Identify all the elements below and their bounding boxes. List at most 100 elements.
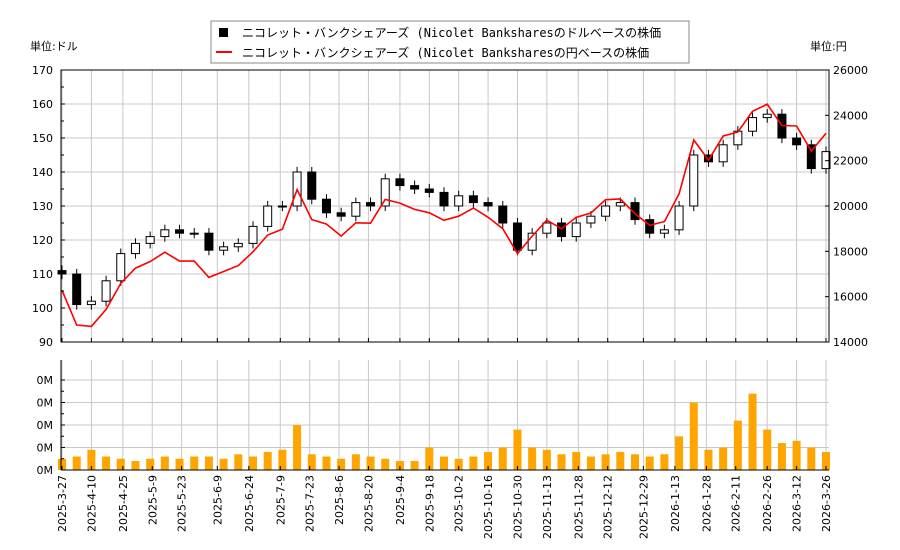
volume-bar xyxy=(102,456,111,470)
y-tick-label-right: 24000 xyxy=(833,109,868,122)
legend-jpy-label: ニコレット・バンクシェアーズ (Nicolet Banksharesの円ベースの… xyxy=(242,45,649,60)
left-unit-label: 単位:ドル xyxy=(30,39,78,53)
candle-body xyxy=(498,205,508,224)
volume-bar xyxy=(763,429,772,470)
volume-bar xyxy=(190,456,199,470)
candle-body xyxy=(336,212,346,217)
volume-bar xyxy=(87,449,96,470)
candle-body xyxy=(160,229,170,238)
x-tick-label: 2025-4-25 xyxy=(117,475,130,532)
jpy-price-line xyxy=(61,103,827,328)
x-tick-label: 2025-7-9 xyxy=(274,475,287,525)
candle-body xyxy=(659,229,669,234)
volume-bar xyxy=(395,461,404,470)
candlesticks xyxy=(57,109,831,310)
volume-tick-label: 0M xyxy=(37,442,54,455)
volume-bar xyxy=(660,454,669,470)
candle-body xyxy=(189,232,199,235)
legend-usd-marker xyxy=(219,28,228,37)
y-tick-label-right: 26000 xyxy=(833,64,868,77)
candle-body xyxy=(703,154,713,163)
candle-body xyxy=(321,198,331,214)
volume-tick-label: 0M xyxy=(37,464,54,477)
volume-bar xyxy=(586,456,595,470)
y-tick-label-left: 140 xyxy=(32,166,53,179)
x-tick-label: 2025-4-10 xyxy=(85,475,98,532)
volume-bar xyxy=(631,454,639,470)
y-tick-label-right: 16000 xyxy=(833,291,868,304)
x-tick-label: 2025-7-23 xyxy=(304,475,317,532)
volume-bar xyxy=(792,440,801,470)
candle-body xyxy=(395,178,405,187)
volume-bar xyxy=(704,449,713,470)
candle-body xyxy=(380,178,390,207)
volume-bar xyxy=(440,456,448,470)
y-tick-label-right: 18000 xyxy=(833,245,868,258)
candle-body xyxy=(439,191,449,207)
volume-bar xyxy=(131,461,140,470)
candle-body xyxy=(512,222,522,251)
candle-body xyxy=(468,195,478,204)
y-tick-label-right: 14000 xyxy=(833,336,868,349)
candle-body xyxy=(601,205,611,217)
volume-bar xyxy=(175,458,184,470)
volume-bar xyxy=(748,393,757,470)
candle-body xyxy=(689,154,699,207)
candle-body xyxy=(557,222,567,238)
candle-body xyxy=(483,202,493,207)
y-tick-label-right: 20000 xyxy=(833,200,868,213)
x-tick-label: 2025-10-16 xyxy=(482,475,495,539)
y-tick-label-left: 170 xyxy=(32,64,53,77)
candle-body xyxy=(175,229,185,234)
y-tick-label-left: 130 xyxy=(32,200,53,213)
x-tick-label: 2025-8-20 xyxy=(362,475,375,532)
y-tick-label-left: 120 xyxy=(32,234,53,247)
volume-bar xyxy=(410,461,419,470)
x-tick-label: 2025-8-6 xyxy=(333,475,346,525)
volume-bar xyxy=(381,458,390,470)
x-tick-label: 2025-11-13 xyxy=(541,475,554,539)
volume-bar xyxy=(425,447,434,470)
x-tick-label: 2025-6-24 xyxy=(243,475,256,532)
volume-bar xyxy=(498,447,507,470)
volume-bar xyxy=(469,456,478,470)
x-tick-label: 2025-10-30 xyxy=(511,475,524,539)
candle-body xyxy=(792,137,802,146)
candle-body xyxy=(762,113,772,119)
candle-body xyxy=(116,253,126,282)
x-tick-label: 2026-3-12 xyxy=(791,475,804,532)
x-tick-label: 2025-6-9 xyxy=(211,475,224,525)
axes: 2025-3-27 2025-4-10 2025-4-25 2025-5-9 2025-… xyxy=(32,64,868,539)
candle-body xyxy=(277,205,287,208)
candle-body xyxy=(263,205,273,227)
candle-body xyxy=(204,232,214,251)
volume-bar xyxy=(219,458,228,470)
volume-bar xyxy=(645,456,654,470)
volume-bar xyxy=(307,454,316,470)
candle-body xyxy=(57,270,67,275)
x-tick-label: 2026-2-11 xyxy=(730,475,743,532)
volume-tick-label: 0M xyxy=(37,397,54,410)
volume-bar xyxy=(278,449,287,470)
volume-bar xyxy=(249,456,257,470)
legend: ニコレット・バンクシェアーズ (Nicolet Banksharesのドルベース… xyxy=(210,20,690,64)
price-plot-frame xyxy=(60,69,830,343)
volume-bar xyxy=(616,452,625,470)
candle-body xyxy=(101,280,111,302)
candle-body xyxy=(806,144,816,170)
y-tick-label-right: 22000 xyxy=(833,155,868,168)
y-tick-label-left: 160 xyxy=(32,98,53,111)
x-tick-label: 2025-9-18 xyxy=(423,475,436,532)
volume-bar xyxy=(116,458,125,470)
x-tick-label: 2026-1-28 xyxy=(700,475,713,532)
volume-bar xyxy=(322,456,331,470)
candle-body xyxy=(630,202,640,221)
y-tick-label-left: 110 xyxy=(32,268,53,281)
candle-body xyxy=(233,242,243,248)
volume-bar xyxy=(557,454,566,470)
candle-body xyxy=(130,242,140,255)
candle-body xyxy=(410,185,420,190)
candle-body xyxy=(86,300,96,306)
candle-body xyxy=(571,222,581,238)
